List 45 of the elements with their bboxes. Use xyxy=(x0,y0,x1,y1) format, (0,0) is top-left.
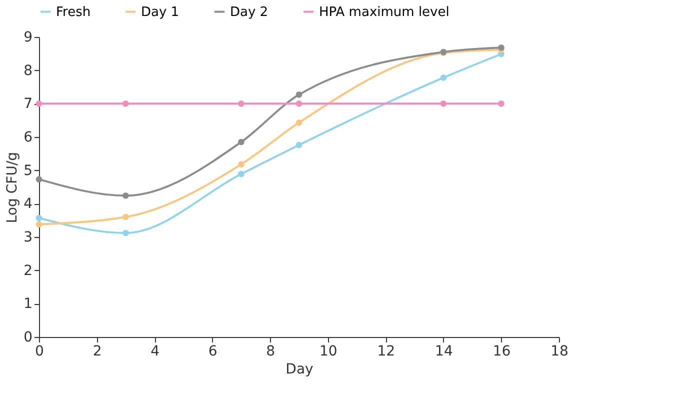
point xyxy=(122,214,129,220)
y-tick-label: 6 xyxy=(24,130,33,146)
x-tick-label: 12 xyxy=(377,344,396,360)
point xyxy=(36,100,42,107)
x-tick-label: 16 xyxy=(492,344,511,360)
y-tick-label: 9 xyxy=(24,30,32,46)
y-tick-label: 2 xyxy=(24,262,32,279)
y-tick-label: 4 xyxy=(24,196,33,212)
x-tick-label: 14 xyxy=(435,344,453,360)
x-axis-title: Day xyxy=(286,362,314,378)
point xyxy=(296,100,302,107)
point xyxy=(238,100,244,107)
x-tick-label: 0 xyxy=(35,344,44,360)
point xyxy=(238,161,244,168)
y-tick-label: 0 xyxy=(24,330,32,346)
point xyxy=(238,170,244,178)
point xyxy=(296,142,302,148)
x-tick-label: 2 xyxy=(92,344,102,360)
x-tick-label: 18 xyxy=(550,344,568,360)
x-tick-label: 8 xyxy=(266,344,276,360)
point xyxy=(122,100,129,107)
x-tick-label: 10 xyxy=(319,344,338,360)
point xyxy=(440,100,447,107)
y-tick-label: 7 xyxy=(24,96,32,112)
point xyxy=(440,74,447,81)
point xyxy=(36,214,42,222)
y-tick-label: 3 xyxy=(24,230,32,246)
y-tick-label: 1 xyxy=(24,296,32,312)
x-tick-label: 6 xyxy=(208,344,218,360)
point xyxy=(296,92,302,98)
y-axis-title: Log CFU/g xyxy=(4,152,21,224)
point xyxy=(498,100,504,107)
y-tick-label: 8 xyxy=(24,62,32,79)
point xyxy=(122,230,129,236)
x-tick-label: 4 xyxy=(150,344,160,360)
point xyxy=(36,176,42,182)
y-tick-label: 5 xyxy=(24,162,32,179)
legend-label: Fresh xyxy=(56,4,91,20)
point xyxy=(122,192,129,199)
legend-label: Day 2 xyxy=(230,4,268,20)
point xyxy=(36,221,42,228)
legend-label: Day 1 xyxy=(141,4,180,20)
point xyxy=(296,120,302,126)
point xyxy=(238,138,244,146)
legend-label: HPA maximum level xyxy=(319,4,450,20)
